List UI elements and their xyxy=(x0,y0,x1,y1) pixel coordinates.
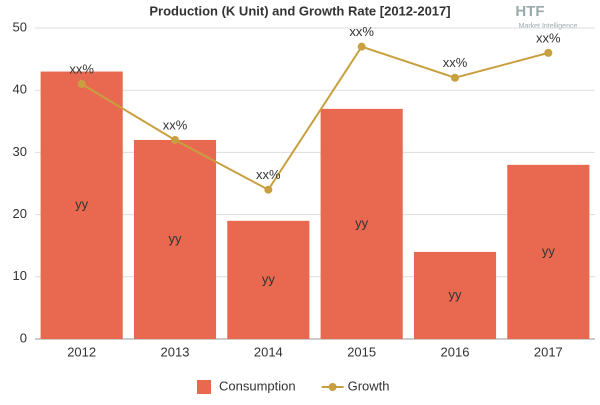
bar xyxy=(227,220,310,339)
x-tick-label: 2012 xyxy=(67,344,96,359)
y-tick-label: 30 xyxy=(13,144,27,159)
point-label: xx% xyxy=(69,61,94,76)
line-point xyxy=(264,185,273,194)
legend-swatch xyxy=(197,380,211,394)
bar-label: yy xyxy=(449,287,463,302)
x-tick-label: 2013 xyxy=(161,344,190,359)
bar-label: yy xyxy=(542,243,556,258)
y-tick-label: 10 xyxy=(13,268,27,283)
bar xyxy=(413,251,497,339)
point-label: xx% xyxy=(256,167,281,182)
y-tick-label: 20 xyxy=(13,206,27,221)
line-point xyxy=(171,135,179,144)
legend-label: Consumption xyxy=(219,378,296,393)
bar xyxy=(40,71,123,339)
bar-label: yy xyxy=(169,231,183,246)
bar-label: yy xyxy=(75,197,89,212)
bar xyxy=(320,108,403,339)
x-tick-label: 2015 xyxy=(347,344,376,359)
point-label: xx% xyxy=(443,55,468,70)
chart-title: Production (K Unit) and Growth Rate [201… xyxy=(149,3,450,18)
bar-label: yy xyxy=(262,271,276,286)
line-point xyxy=(357,42,366,51)
bar-label: yy xyxy=(355,215,369,230)
point-label: xx% xyxy=(163,117,188,132)
line-point xyxy=(451,73,459,82)
logo-subtext: Market Intelligence xyxy=(519,23,578,30)
legend-swatch xyxy=(328,383,337,391)
y-tick-label: 50 xyxy=(13,19,27,34)
line xyxy=(81,45,549,192)
point-label: xx% xyxy=(349,24,374,39)
point-label: xx% xyxy=(536,30,561,45)
x-tick-label: 2014 xyxy=(254,344,283,359)
bar xyxy=(133,139,217,339)
line-point xyxy=(544,48,553,57)
logo: HTF xyxy=(515,3,544,20)
y-tick-label: 40 xyxy=(13,82,27,97)
line-point xyxy=(77,79,86,88)
legend-label: Growth xyxy=(348,378,390,393)
bar xyxy=(507,164,590,339)
y-tick-label: 0 xyxy=(20,330,27,345)
x-tick-label: 2016 xyxy=(441,344,470,359)
x-tick-label: 2017 xyxy=(534,344,563,359)
